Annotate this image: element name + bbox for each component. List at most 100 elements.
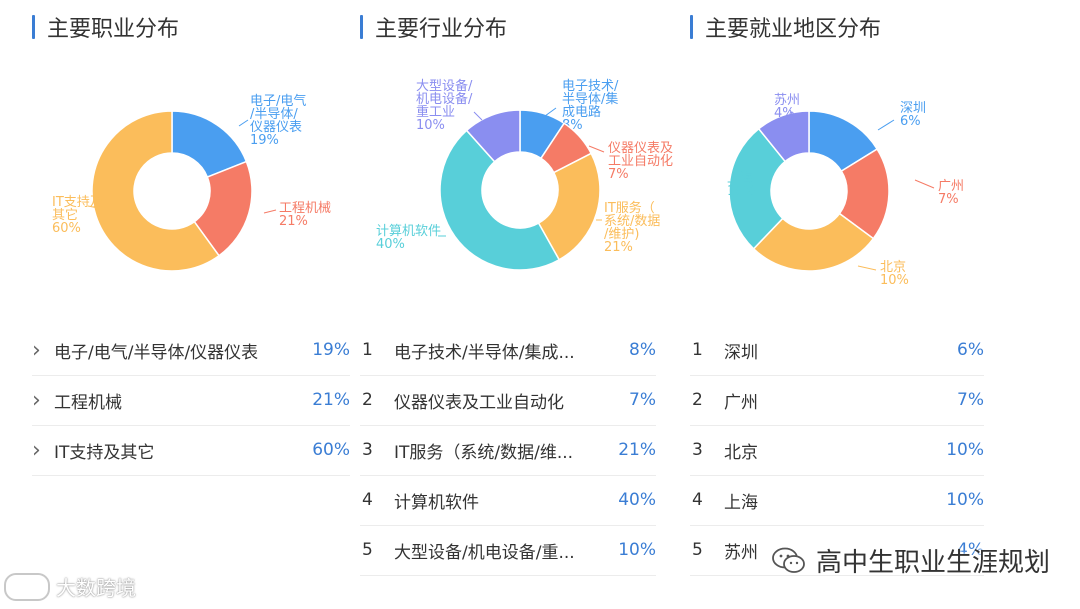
- list-item: 1 深圳 6%: [690, 325, 984, 376]
- slice-label-line: IT支持及: [52, 195, 103, 210]
- donut-slice: [193, 160, 253, 257]
- occupation-donut-chart: 电子/电气/半导体/仪器仪表 19% 工程机械 21% IT支持及其它 60%: [52, 93, 331, 272]
- list-item-value: 8%: [629, 340, 656, 360]
- slice-percent: 60%: [52, 221, 81, 236]
- panel-title: 主要就业地区分布: [690, 12, 881, 42]
- donut-slice: [439, 129, 561, 271]
- list-item-label: 计算机软件: [394, 492, 479, 513]
- list-item: 5 苏州 4%: [690, 525, 984, 576]
- logo-icon: [4, 572, 50, 601]
- list-item-value: 7%: [957, 390, 984, 410]
- slice-label: 计算机软件 40%: [376, 224, 441, 252]
- slice-label-line: 北京: [880, 260, 906, 275]
- panel-title: 主要行业分布: [360, 12, 507, 42]
- list-item-index: 1: [362, 340, 373, 360]
- list-item-index: 5: [362, 540, 373, 560]
- list-item-value: 10%: [618, 540, 656, 560]
- panel-title-text: 主要行业分布: [375, 17, 508, 42]
- industry-panel: 主要行业分布 电子技术/半导体/集成电路 8% 仪器仪表及工业自动化 7% IT服务（系…: [360, 0, 673, 609]
- label-leader-line: [544, 107, 557, 117]
- list-item-label: 电子/电气/半导体/仪器仪表: [54, 342, 259, 363]
- list-item-value: 10%: [946, 490, 984, 510]
- label-leader-line: [238, 119, 249, 127]
- slice-label-line: 计算机软件: [376, 224, 441, 239]
- list-item-value: 6%: [957, 340, 984, 360]
- slice-percent: 40%: [376, 237, 405, 252]
- slice-label: 工程机械 21%: [279, 201, 331, 229]
- panel-title-text: 主要职业分布: [47, 17, 180, 42]
- slice-percent: 10%: [880, 273, 909, 288]
- slice-label: 大型设备/机电设备/重工业 10%: [416, 78, 473, 133]
- slice-percent: 6%: [900, 114, 921, 129]
- label-leader-line: [914, 179, 935, 189]
- slice-label-line: 工业自动化: [608, 154, 673, 169]
- slice-label: 苏州 4%: [774, 92, 800, 121]
- slice-label: 电子技术/半导体/集成电路 8%: [562, 79, 619, 133]
- region-donut-chart: 深圳 6%广州 7%北京 10%上海 10%苏州 4%: [727, 92, 964, 288]
- list-item-index: 2: [692, 390, 703, 410]
- list-item-index: 3: [362, 440, 373, 460]
- title-accent-bar: [690, 15, 693, 39]
- list-item-label: 深圳: [724, 342, 758, 363]
- list-item[interactable]: › 电子/电气/半导体/仪器仪表 19%: [32, 325, 350, 376]
- slice-percent: 19%: [250, 133, 279, 148]
- slice-label: 深圳 6%: [900, 101, 926, 129]
- slice-label-line: 其它: [52, 207, 78, 223]
- list-item-label: 电子技术/半导体/集成...: [394, 342, 575, 363]
- label-leader-line: [87, 205, 99, 209]
- slice-label-line: 大型设备/: [416, 78, 473, 94]
- industry-donut-chart: 电子技术/半导体/集成电路 8% 仪器仪表及工业自动化 7% IT服务（系统/数据/维护…: [376, 78, 673, 271]
- list-item: 3 IT服务（系统/数据/维... 21%: [360, 425, 656, 476]
- list-item-label: 工程机械: [54, 392, 122, 413]
- slice-percent: 21%: [279, 214, 308, 229]
- list-item-index: 4: [362, 490, 373, 510]
- slice-label-line: 电子/电气: [250, 93, 306, 109]
- list-item[interactable]: › IT支持及其它 60%: [32, 425, 350, 476]
- list-item-label: IT服务（系统/数据/维...: [394, 442, 574, 463]
- chevron-right-icon: ›: [32, 437, 41, 463]
- slice-percent: 10%: [416, 118, 445, 133]
- slice-label-line: 电子技术/: [562, 79, 619, 94]
- slice-label-line: 仪器仪表及: [608, 141, 673, 156]
- slice-label: IT服务（系统/数据/维护) 21%: [604, 200, 660, 255]
- list-item-index: 3: [692, 440, 703, 460]
- slice-label-line: 苏州: [774, 92, 800, 108]
- list-item: 2 仪器仪表及工业自动化 7%: [360, 375, 656, 426]
- donut-slice: [752, 212, 875, 272]
- donut-slice: [537, 152, 601, 261]
- slice-label: 广州 7%: [938, 179, 964, 207]
- list-item-value: 60%: [312, 440, 350, 460]
- watermark-left-text: 大数跨境: [56, 576, 136, 600]
- label-leader-line: [857, 265, 877, 271]
- list-item-index: 1: [692, 340, 703, 360]
- slice-label-line: 成电路: [562, 104, 601, 120]
- slice-label-line: 半导体/集: [562, 91, 618, 107]
- list-item: 4 上海 10%: [690, 475, 984, 526]
- slice-percent: 7%: [938, 192, 959, 207]
- label-leader-line: [735, 187, 739, 195]
- list-item-value: 21%: [312, 390, 350, 410]
- list-item[interactable]: › 工程机械 21%: [32, 375, 350, 426]
- watermark-left: 大数跨境: [4, 572, 136, 601]
- label-leader-line: [877, 119, 895, 131]
- list-item-value: 40%: [618, 490, 656, 510]
- wechat-icon: [772, 547, 805, 573]
- donut-slice: [728, 127, 787, 250]
- list-item-label: 北京: [724, 442, 758, 463]
- label-leader-line: [789, 109, 795, 119]
- region-panel: 主要就业地区分布 深圳 6% 广州 7% 北京 10% 上海 10% 苏州 4% 1 深圳 6% 2 广州…: [690, 0, 990, 609]
- list-item-label: 上海: [724, 492, 758, 513]
- slice-label: 北京 10%: [880, 260, 909, 288]
- list-item-value: 19%: [312, 340, 350, 360]
- list-item: 2 广州 7%: [690, 375, 984, 426]
- slice-label-line: 深圳: [900, 101, 926, 116]
- donut-slice: [465, 109, 521, 163]
- occupation-panel: 主要职业分布 电子/电气/半导体/仪器仪表 19% 工程机械 21% IT支持及其它 60…: [32, 0, 352, 609]
- slice-label-line: 机电设备/: [416, 91, 473, 107]
- list-item-index: 5: [692, 540, 703, 560]
- list-item: 1 电子技术/半导体/集成... 8%: [360, 325, 656, 376]
- list-item: 5 大型设备/机电设备/重... 10%: [360, 525, 656, 576]
- list-item-index: 4: [692, 490, 703, 510]
- panel-title-text: 主要就业地区分布: [705, 17, 882, 42]
- list-item-value: 7%: [629, 390, 656, 410]
